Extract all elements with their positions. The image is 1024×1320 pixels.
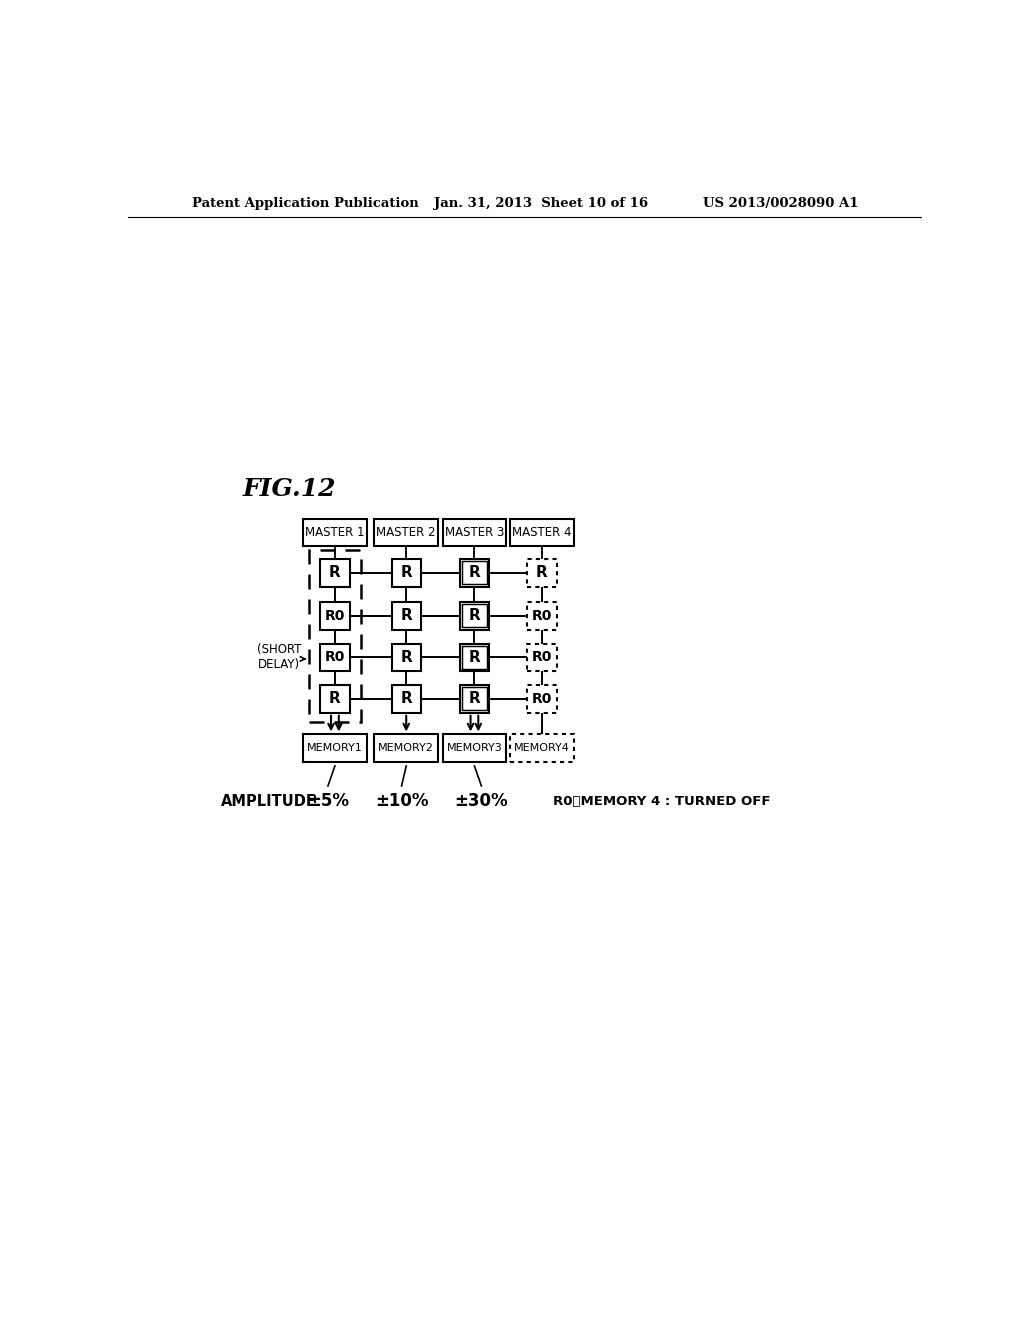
Bar bbox=[442, 519, 506, 546]
Text: R: R bbox=[400, 649, 412, 665]
Text: MEMORY1: MEMORY1 bbox=[307, 743, 362, 754]
Text: R0、MEMORY 4 : TURNED OFF: R0、MEMORY 4 : TURNED OFF bbox=[553, 795, 770, 808]
Text: FIG.12: FIG.12 bbox=[243, 478, 336, 502]
Text: R0: R0 bbox=[531, 692, 552, 706]
Text: R: R bbox=[400, 692, 412, 706]
Text: MEMORY4: MEMORY4 bbox=[514, 743, 569, 754]
Bar bbox=[303, 734, 367, 762]
Text: R: R bbox=[469, 565, 480, 581]
Text: R: R bbox=[469, 692, 480, 706]
Text: R: R bbox=[329, 565, 341, 581]
Text: ±30%: ±30% bbox=[455, 792, 508, 810]
Text: MEMORY3: MEMORY3 bbox=[446, 743, 503, 754]
Bar bbox=[462, 605, 486, 627]
Text: (SHORT
DELAY): (SHORT DELAY) bbox=[257, 643, 301, 672]
Bar bbox=[321, 558, 349, 586]
Text: MASTER 2: MASTER 2 bbox=[377, 527, 436, 539]
Text: MASTER 3: MASTER 3 bbox=[444, 527, 504, 539]
Bar bbox=[527, 602, 557, 630]
Text: Jan. 31, 2013  Sheet 10 of 16: Jan. 31, 2013 Sheet 10 of 16 bbox=[434, 197, 648, 210]
Bar bbox=[510, 519, 573, 546]
Bar bbox=[391, 602, 421, 630]
Bar bbox=[321, 644, 349, 671]
Bar bbox=[462, 688, 486, 710]
Text: ±10%: ±10% bbox=[375, 792, 428, 810]
Bar bbox=[391, 685, 421, 713]
Bar bbox=[527, 558, 557, 586]
Text: MEMORY2: MEMORY2 bbox=[378, 743, 434, 754]
Text: R: R bbox=[400, 609, 412, 623]
Bar bbox=[527, 685, 557, 713]
Bar bbox=[462, 561, 486, 585]
Bar bbox=[321, 602, 349, 630]
Bar bbox=[442, 734, 506, 762]
Bar bbox=[460, 602, 489, 630]
Text: Patent Application Publication: Patent Application Publication bbox=[191, 197, 418, 210]
Text: MASTER 4: MASTER 4 bbox=[512, 527, 571, 539]
Bar bbox=[375, 734, 438, 762]
Text: R0: R0 bbox=[531, 609, 552, 623]
Text: R0: R0 bbox=[531, 651, 552, 664]
Text: US 2013/0028090 A1: US 2013/0028090 A1 bbox=[702, 197, 858, 210]
Text: R0: R0 bbox=[325, 651, 345, 664]
Bar bbox=[460, 644, 489, 671]
Text: R: R bbox=[536, 565, 548, 581]
Bar bbox=[527, 644, 557, 671]
Bar bbox=[375, 519, 438, 546]
Bar bbox=[303, 519, 367, 546]
Bar bbox=[462, 645, 486, 669]
Bar bbox=[460, 685, 489, 713]
Text: R: R bbox=[400, 565, 412, 581]
Bar bbox=[510, 734, 573, 762]
Text: ±5%: ±5% bbox=[307, 792, 349, 810]
Text: R: R bbox=[469, 609, 480, 623]
Text: R: R bbox=[469, 649, 480, 665]
Bar bbox=[391, 558, 421, 586]
Bar bbox=[321, 685, 349, 713]
Bar bbox=[391, 644, 421, 671]
Text: R0: R0 bbox=[325, 609, 345, 623]
Text: MASTER 1: MASTER 1 bbox=[305, 527, 365, 539]
Bar bbox=[460, 558, 489, 586]
Text: AMPLITUDE: AMPLITUDE bbox=[221, 793, 316, 809]
Text: R: R bbox=[329, 692, 341, 706]
Bar bbox=[309, 549, 360, 722]
